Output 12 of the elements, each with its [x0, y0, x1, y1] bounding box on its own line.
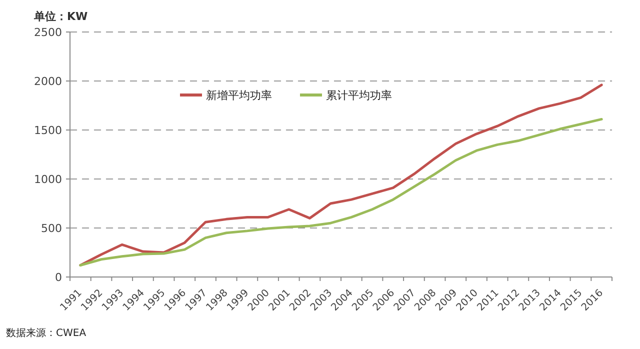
y-tick-label: 2500	[34, 26, 62, 39]
line-series	[79, 84, 603, 266]
legend-label: 累计平均功率	[326, 89, 392, 102]
legend-label: 新增平均功率	[206, 89, 272, 102]
source-note: 数据来源：CWEA	[6, 327, 86, 339]
y-tick-label: 1000	[34, 173, 62, 186]
y-tick-label: 0	[55, 271, 62, 284]
y-tick-label: 1500	[34, 124, 62, 137]
y-axis-title: 单位：KW	[33, 10, 88, 23]
y-tick-label: 2000	[34, 75, 62, 88]
line-series	[79, 118, 603, 266]
y-tick-label: 500	[41, 222, 62, 235]
